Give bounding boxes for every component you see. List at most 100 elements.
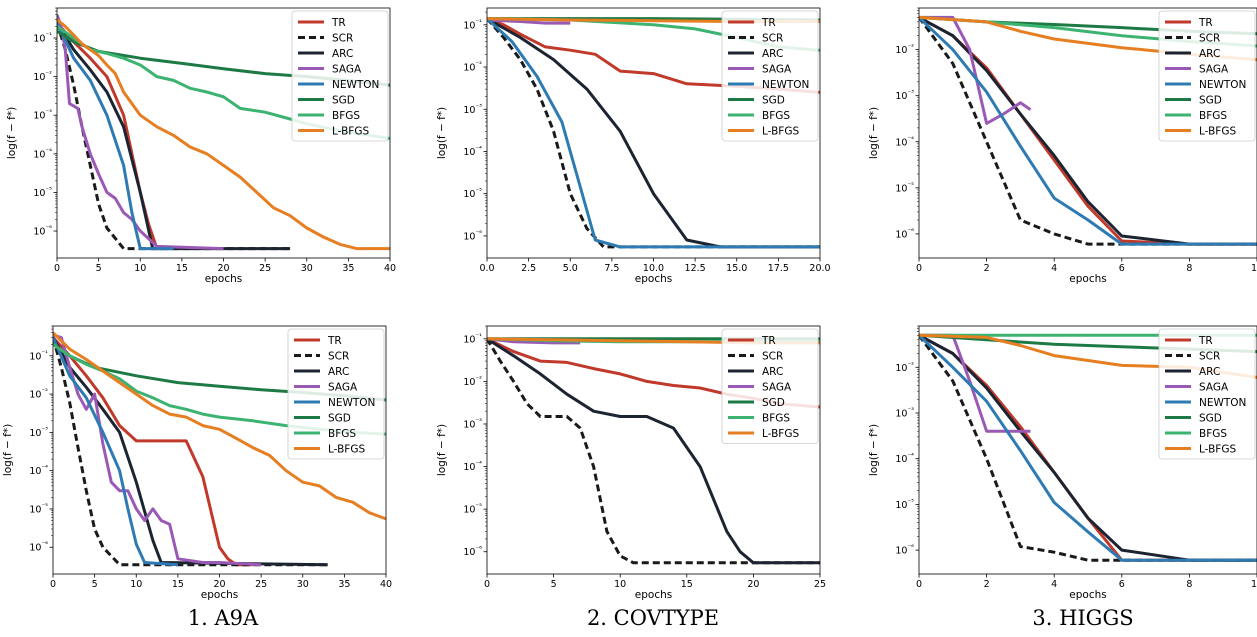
y-axis-label: log(f − f*) [868,107,880,159]
x-tick-label: 25 [255,579,267,590]
legend-label-sgd: SGD [1199,413,1222,425]
series-line-scr [487,338,820,565]
x-axis-label: epochs [201,589,238,601]
x-tick-label: 5 [96,263,102,274]
x-tick-label: 20 [213,579,225,590]
x-tick-label: 15 [172,579,184,590]
x-tick-label: 20 [217,263,229,274]
legend-label-saga: SAGA [762,382,792,394]
y-tick-label: 10⁻⁶ [463,545,482,558]
x-tick-label: 30 [297,579,309,590]
y-tick-label: 10⁻¹ [33,32,52,45]
y-tick-label: 10⁻⁴ [33,147,52,160]
x-tick-label: 5 [551,579,557,590]
y-tick-label: 10⁻⁶ [33,225,52,238]
x-tick-label: 10 [614,579,626,590]
legend-label-tr: TR [1198,17,1213,29]
legend-label-newton: NEWTON [762,79,809,91]
legend-label-scr: SCR [1199,351,1220,363]
legend-label-tr: TR [761,17,776,29]
x-tick-label: 25 [259,263,271,274]
x-tick-label: 2 [984,579,990,590]
legend-label-l-bfgs: L-BFGS [1199,444,1236,456]
legend-label-arc: ARC [762,366,783,378]
y-tick-label: 10⁻⁵ [463,503,482,516]
x-tick-label: 4 [1051,579,1057,590]
x-tick-label: 15 [681,579,693,590]
x-axis-label: epochs [205,273,242,285]
chart-covtype-bottom: 0 5 10 15 20 25 10⁻⁶ 10⁻⁵ 10⁻⁴ 10⁻³ 10⁻² 10⁻¹ epochs… [436,325,826,601]
x-tick-label: 0.0 [479,263,494,274]
legend-label-saga: SAGA [328,382,358,394]
series-line-scr [53,337,328,567]
legend-label-arc: ARC [332,48,353,60]
y-tick-label: 10⁻³ [895,406,914,419]
y-axis-label: log(f − f*) [868,424,880,476]
x-tick-label: 12.5 [685,263,706,274]
legend-label-l-bfgs: L-BFGS [1199,126,1236,138]
legend-label-tr: TR [1198,335,1213,347]
legend-label-l-bfgs: L-BFGS [762,126,799,138]
y-tick-label: 10⁻⁴ [895,452,914,465]
legend-label-sgd: SGD [328,413,351,425]
series-line-newton [487,17,820,249]
series-group [53,331,386,567]
chart-a9a-top: 0 5 10 15 20 25 30 35 40 10⁻⁶ 10⁻⁵ 10⁻⁴ 10⁻³ 10⁻² 10⁻¹… [6,7,396,285]
legend-label-newton: NEWTON [328,397,375,409]
x-tick-label: 20.0 [809,263,830,274]
legend-label-sgd: SGD [762,95,785,107]
legend-label-l-bfgs: L-BFGS [328,444,365,456]
legend-label-saga: SAGA [1199,382,1229,394]
legend-box [1158,328,1256,460]
y-tick-label: 10⁻³ [463,103,482,116]
y-tick-label: 10⁻⁴ [463,145,482,158]
series-line-l-bfgs [57,18,390,251]
x-tick-label: 40 [384,263,396,274]
legend-label-l-bfgs: L-BFGS [332,126,369,138]
series-line-saga [487,18,571,25]
chart-covtype-top: 0.0 2.5 5.0 7.5 10.0 12.5 15.0 17.5 20.0 10⁻⁶ 10⁻⁵… [436,7,831,285]
x-axis-label: epochs [1069,589,1106,601]
series-line-arc [487,337,820,565]
x-tick-label: 2.5 [521,263,536,274]
legend-label-arc: ARC [328,366,349,378]
series-line-saga [57,14,224,251]
y-tick-label: 10⁻² [29,388,48,401]
y-tick-label: 10⁻¹ [463,332,482,345]
x-tick-label: 15 [176,263,188,274]
legend-label-saga: SAGA [1199,64,1229,76]
y-tick-label: 10⁻¹ [463,18,482,31]
x-tick-label: 0 [916,579,922,590]
y-tick-label: 10⁻² [463,61,482,74]
x-tick-label: 5 [92,579,98,590]
x-tick-label: 6 [1119,263,1125,274]
series-line-saga [53,333,262,567]
series-line-newton [53,336,178,567]
series-line-arc [919,16,1257,246]
y-tick-label: 10⁻⁴ [29,464,48,477]
legend-label-newton: NEWTON [1199,79,1246,91]
series-line-saga [919,15,1032,125]
legend-box [721,328,819,444]
x-tick-label: 17.5 [768,263,789,274]
y-tick-label: 10⁻³ [33,109,52,122]
y-tick-label: 10⁻² [33,70,52,83]
series-line-newton [919,334,1257,562]
legend-label-l-bfgs: L-BFGS [762,428,799,440]
legend-label-bfgs: BFGS [332,110,360,122]
legend: TR SCR ARC SAGA NEWTON SGD BFGS L-BFGS [721,10,819,142]
legend-label-arc: ARC [1199,366,1220,378]
axes-frame [486,325,821,575]
x-tick-label: 4 [1051,263,1057,274]
x-tick-label: 2 [984,263,990,274]
x-tick-label: 7.5 [604,263,619,274]
legend-label-saga: SAGA [762,64,792,76]
y-tick-label: 10⁻¹ [29,349,48,362]
x-tick-label: 0 [484,579,490,590]
y-tick-label: 10⁻⁴ [463,460,482,473]
x-tick-label: 40 [380,579,392,590]
x-tick-label: 30 [301,263,313,274]
series-line-scr [57,22,291,251]
chart-higgs-top: 0 2 4 6 8 10 10⁻⁶ 10⁻⁵ 10⁻⁴ 10⁻³ 10⁻² epochs log(f −… [868,7,1257,285]
x-tick-label: 10 [1251,579,1257,590]
